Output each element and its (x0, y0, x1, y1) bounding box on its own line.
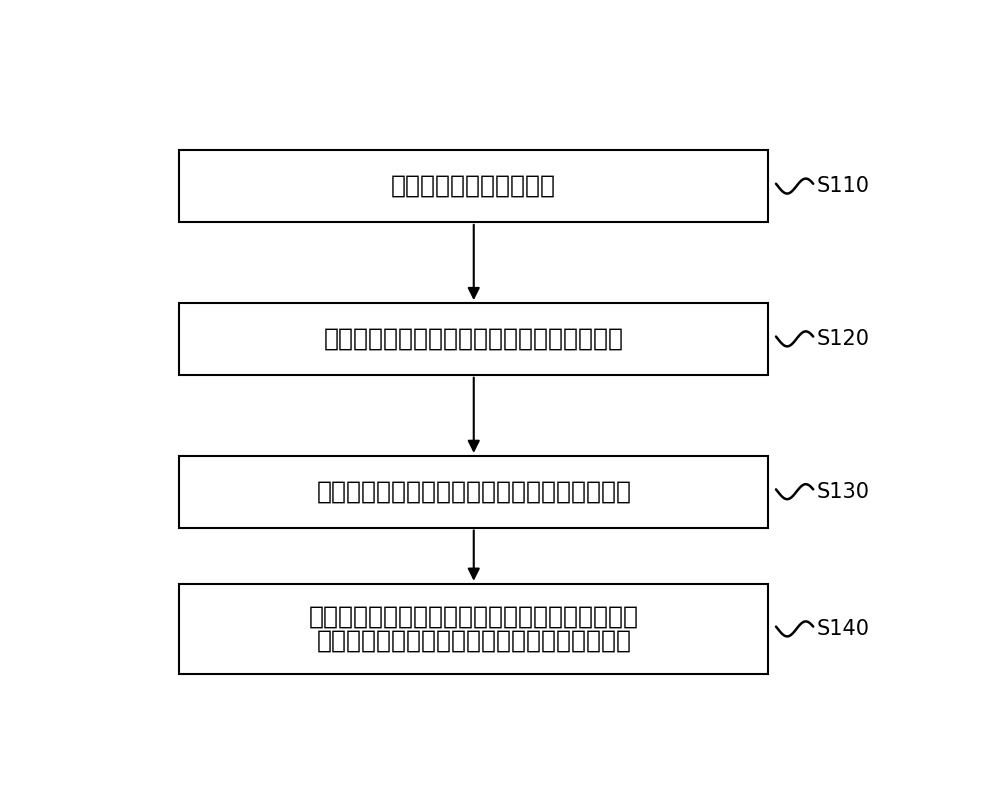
Bar (179, 584, 768, 674)
Text: 获取当前时刻的油筱参数: 获取当前时刻的油筱参数 (391, 174, 556, 198)
Text: S120: S120 (817, 329, 870, 349)
Text: 根据油筱参数，计算油筱内的当前燃油蒸汽量: 根据油筱参数，计算油筱内的当前燃油蒸汽量 (324, 327, 624, 351)
Text: S130: S130 (817, 482, 870, 501)
Text: S140: S140 (817, 619, 870, 639)
Text: 若当前燃油蒸汽量达到预设吸附量，则控制油筱隔: 若当前燃油蒸汽量达到预设吸附量，则控制油筱隔 (309, 605, 639, 629)
Text: 判断当前燃油蒸汽量是否达到炭罐的预设吸附量: 判断当前燃油蒸汽量是否达到炭罐的预设吸附量 (316, 480, 631, 504)
Bar (179, 150, 768, 222)
Bar (179, 456, 768, 527)
Text: 离阀打开，使得油筱内的当前燃油蒸汽进入炭罐: 离阀打开，使得油筱内的当前燃油蒸汽进入炭罐 (316, 629, 631, 653)
Text: S110: S110 (817, 176, 870, 196)
Bar (179, 303, 768, 375)
